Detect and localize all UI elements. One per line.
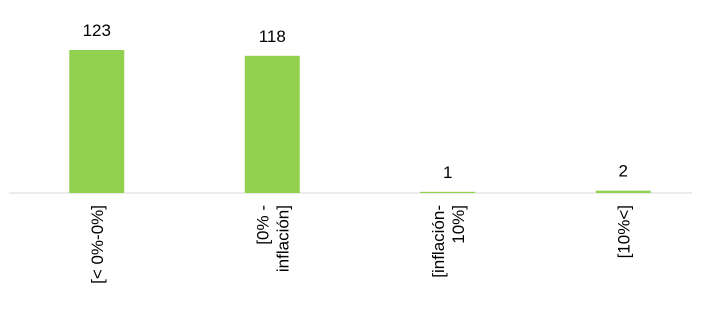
category-label-2: [inflación- 10%] (429, 205, 468, 278)
category-label-line: inflación] (273, 205, 292, 272)
bar-3 (595, 190, 651, 193)
category-label-1: [0% - inflación] (253, 205, 292, 272)
category-label-line: [0% - (253, 205, 272, 245)
data-label-1: 118 (259, 27, 286, 46)
category-label-line: 10%] (449, 205, 468, 244)
data-label-3: 2 (619, 162, 628, 181)
bar-0 (69, 50, 125, 193)
bar-1 (244, 55, 300, 194)
bars-group (69, 50, 651, 194)
category-label-0: [< 0%-0%] (88, 205, 107, 284)
data-labels-group: 123 118 1 2 (83, 21, 628, 182)
category-label-line: [10%<] (614, 205, 633, 258)
category-label-line: [inflación- (429, 205, 448, 278)
category-label-3: [10%<] (614, 205, 633, 258)
data-label-2: 1 (443, 163, 452, 182)
category-labels-group: [< 0%-0%] [0% - inflación] [inflación- 10%][… (88, 205, 634, 284)
bar-2 (420, 191, 476, 193)
category-label-line: [< 0%-0%] (88, 205, 107, 284)
data-label-0: 123 (83, 21, 111, 40)
